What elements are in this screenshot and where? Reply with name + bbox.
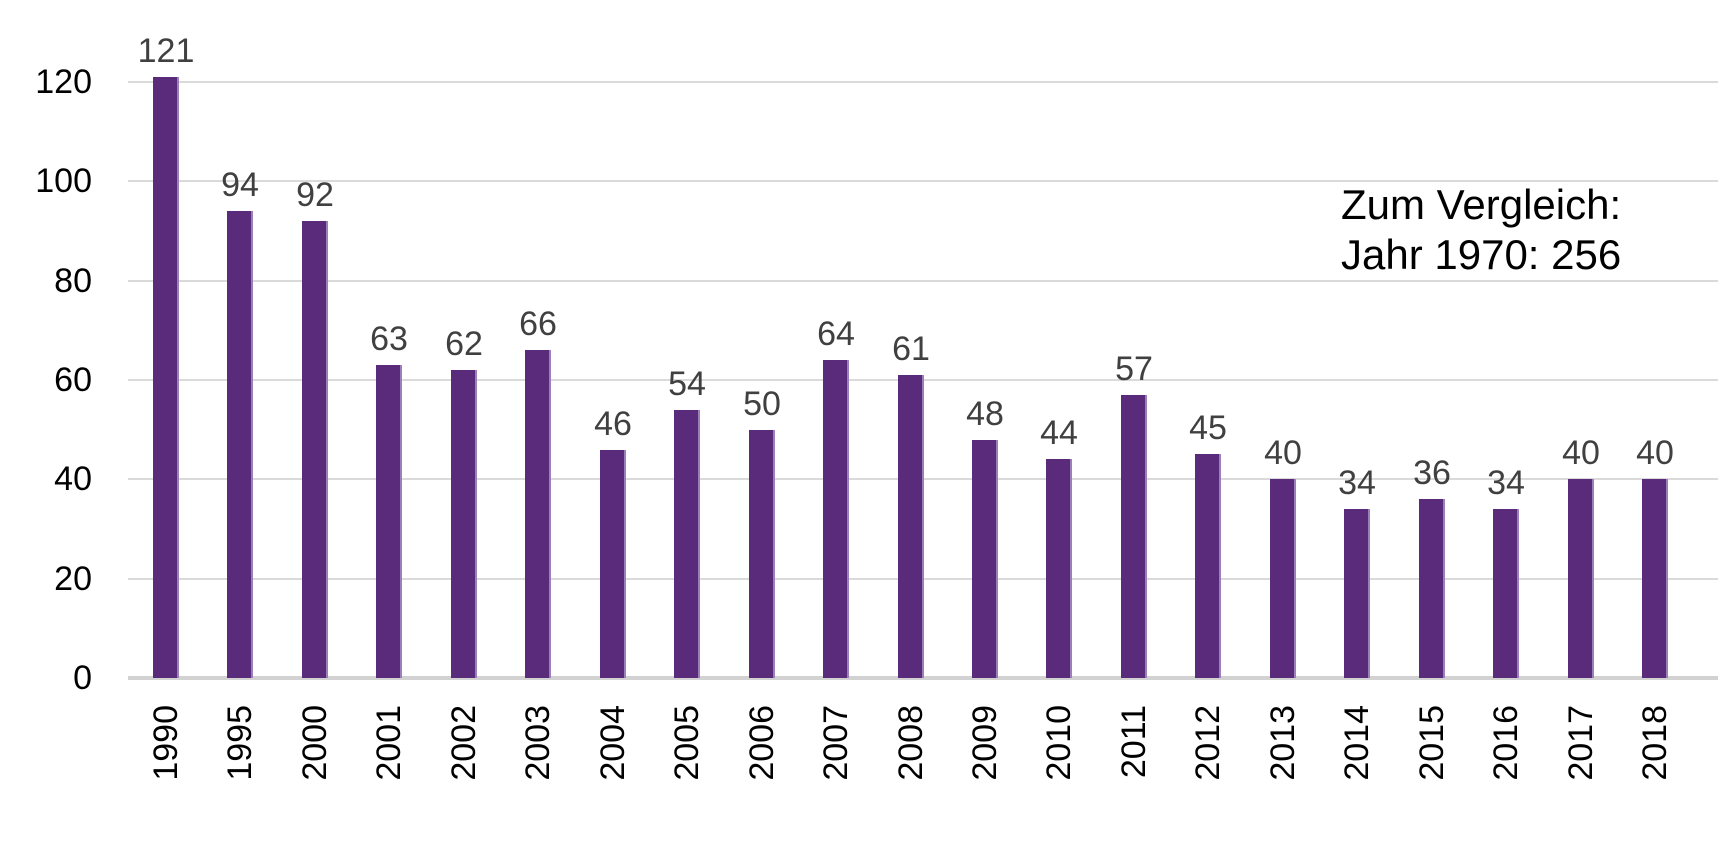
bar-value-label-2013: 40 [1264, 434, 1302, 472]
x-axis-tick-label-2014: 2014 [1338, 705, 1376, 781]
bar-1995 [227, 211, 253, 678]
bar-value-label-2011: 57 [1115, 350, 1153, 388]
bar-2009 [972, 440, 998, 678]
bar-value-label-2015: 36 [1413, 454, 1451, 492]
x-axis-tick-label-2005: 2005 [668, 705, 706, 781]
bar-2010 [1046, 459, 1072, 678]
bar-2016 [1493, 509, 1519, 678]
comparison-annotation: Zum Vergleich: Jahr 1970: 256 [1341, 180, 1621, 280]
y-axis-tick-label-40: 40 [54, 460, 92, 499]
bar-value-label-2016: 34 [1487, 464, 1525, 502]
y-axis-tick-label-20: 20 [54, 559, 92, 598]
y-axis-tick-label-80: 80 [54, 261, 92, 300]
x-axis-tick-label-2015: 2015 [1413, 705, 1451, 781]
x-axis-tick-label-1995: 1995 [221, 705, 259, 781]
bar-value-label-2005: 54 [668, 365, 706, 403]
bar-2017 [1568, 479, 1594, 678]
gridline-100 [128, 180, 1718, 183]
bar-2002 [451, 370, 477, 678]
bar-value-label-1990: 121 [137, 32, 195, 70]
x-axis-line [128, 676, 1718, 680]
y-axis-tick-label-60: 60 [54, 361, 92, 399]
bar-value-label-2010: 44 [1040, 414, 1078, 452]
x-axis-tick-label-2006: 2006 [743, 705, 781, 781]
x-axis-tick-label-2002: 2002 [445, 705, 483, 781]
bar-2008 [898, 375, 924, 678]
bar-2018 [1642, 479, 1668, 678]
bar-value-label-2018: 40 [1636, 434, 1674, 472]
bar-2012 [1195, 454, 1221, 678]
comparison-annotation-line2: Jahr 1970: 256 [1341, 231, 1622, 278]
bar-2015 [1419, 499, 1445, 678]
bar-2003 [525, 350, 551, 678]
comparison-annotation-line1: Zum Vergleich: [1341, 181, 1622, 228]
bar-value-label-2017: 40 [1562, 434, 1600, 472]
x-axis-tick-label-2004: 2004 [594, 705, 632, 781]
bar-2007 [823, 360, 849, 678]
bar-2011 [1121, 395, 1147, 678]
bar-value-label-2000: 92 [296, 176, 334, 214]
bar-2004 [600, 450, 626, 678]
bar-value-label-2007: 64 [817, 315, 855, 353]
y-axis-tick-label-120: 120 [35, 63, 92, 101]
bar-2001 [376, 365, 402, 678]
y-axis-tick-label-0: 0 [73, 659, 92, 697]
bar-value-label-2001: 63 [370, 320, 408, 358]
x-axis-tick-label-2018: 2018 [1636, 705, 1674, 781]
bar-value-label-2002: 62 [445, 325, 483, 363]
bar-2005 [674, 410, 700, 678]
x-axis-tick-label-2009: 2009 [966, 705, 1004, 781]
bar-2014 [1344, 509, 1370, 678]
x-axis-tick-label-2012: 2012 [1189, 705, 1227, 781]
x-axis-tick-label-2007: 2007 [817, 705, 855, 781]
bar-2000 [302, 221, 328, 678]
x-axis-tick-label-2000: 2000 [296, 705, 334, 781]
y-axis-tick-label-100: 100 [35, 162, 92, 201]
x-axis-tick-label-1990: 1990 [147, 705, 185, 781]
bar-value-label-2012: 45 [1189, 409, 1227, 447]
x-axis-tick-label-2008: 2008 [892, 705, 930, 781]
x-axis-tick-label-2016: 2016 [1487, 705, 1525, 781]
x-axis-tick-label-2010: 2010 [1040, 705, 1078, 781]
bar-value-label-2014: 34 [1338, 464, 1376, 502]
x-axis-tick-label-2013: 2013 [1264, 705, 1302, 781]
gridline-120 [128, 81, 1718, 83]
bar-1990 [153, 77, 179, 678]
x-axis-tick-label-2003: 2003 [519, 705, 557, 781]
x-axis-tick-label-2011: 2011 [1115, 705, 1153, 779]
bar-value-label-2003: 66 [519, 305, 557, 343]
bar-2013 [1270, 479, 1296, 678]
bar-value-label-2008: 61 [892, 330, 930, 368]
bar-2006 [749, 430, 775, 678]
bar-value-label-2004: 46 [594, 405, 632, 443]
gridline-80 [128, 279, 1718, 282]
x-axis-tick-label-2017: 2017 [1562, 705, 1600, 781]
x-axis-tick-label-2001: 2001 [370, 705, 408, 781]
bar-value-label-1995: 94 [221, 166, 259, 204]
bar-value-label-2009: 48 [966, 395, 1004, 433]
bar-value-label-2006: 50 [743, 385, 781, 423]
